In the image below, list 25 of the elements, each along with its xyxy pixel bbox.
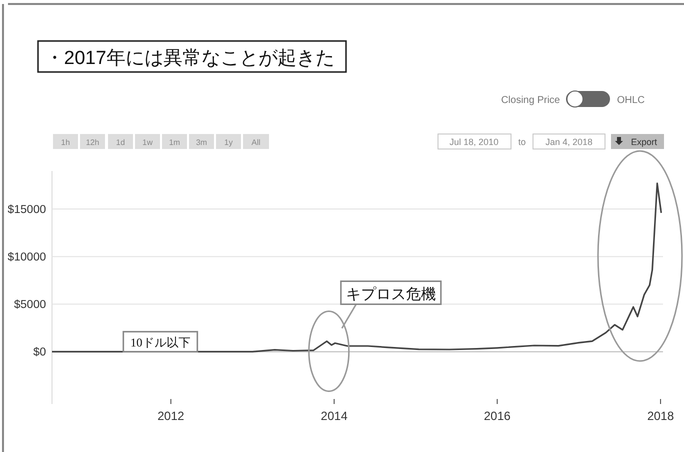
x-tick-label: 2018 — [647, 409, 674, 423]
annotation: キプロス危機 — [346, 286, 436, 304]
text: Jul 18, 2010 — [449, 137, 499, 147]
text: Export — [630, 137, 658, 147]
text: to — [518, 137, 526, 147]
text: 3m — [196, 138, 208, 147]
title: ・2017年には異常なことが起きた — [45, 48, 334, 69]
text: 1y — [224, 138, 233, 147]
text: Closing Price — [501, 95, 560, 106]
y-tick-label: $0 — [33, 346, 46, 359]
text: OHLC — [617, 95, 645, 106]
x-tick-label: 2014 — [320, 409, 348, 423]
y-tick-label: $10000 — [8, 252, 46, 264]
text: All — [252, 138, 261, 147]
text: 1h — [61, 138, 70, 147]
x-tick-label: 2012 — [157, 409, 185, 423]
y-tick-label: $5000 — [14, 299, 46, 312]
annotation: 10ドル以下 — [130, 336, 190, 350]
y-tick-label: $15000 — [8, 204, 46, 216]
text: 12h — [86, 138, 100, 147]
text: 1d — [116, 138, 125, 147]
text: Jan 4, 2018 — [545, 137, 593, 147]
text: 1m — [168, 138, 180, 147]
text: 1w — [142, 138, 153, 147]
x-tick-label: 2016 — [484, 409, 511, 423]
